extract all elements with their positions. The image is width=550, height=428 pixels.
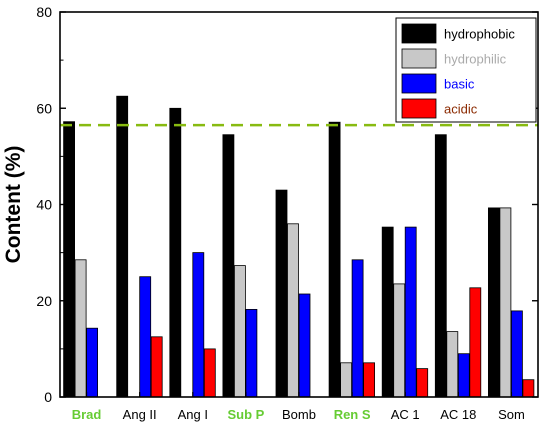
- bar-hydrophobic-ren-s: [328, 121, 341, 398]
- x-tick-label: Bomb: [282, 407, 316, 422]
- bar-acidic-ac-18: [469, 287, 482, 398]
- bar-basic-ac-1: [404, 226, 417, 398]
- bar-hydrophobic-ac-1: [381, 226, 394, 398]
- bar-hydrophilic-ac-18: [446, 331, 459, 398]
- bar-hydrophilic-sub-p: [233, 265, 246, 398]
- legend-label-basic: basic: [444, 77, 475, 92]
- x-tick-label: Ang I: [178, 407, 208, 422]
- legend-swatch-hydrophobic: [401, 23, 437, 44]
- y-tick-label: 60: [36, 100, 52, 116]
- bar-basic-sub-p: [245, 308, 258, 398]
- legend-swatch-hydrophilic: [401, 48, 437, 69]
- bar-hydrophobic-brad: [63, 121, 75, 398]
- legend-label-hydrophilic: hydrophilic: [444, 52, 507, 67]
- bar-basic-ac-18: [457, 353, 470, 398]
- bar-hydrophilic-ac-1: [393, 283, 406, 398]
- x-tick-label: Sub P: [227, 407, 264, 422]
- y-axis: 0 20 40 60 80: [36, 4, 538, 405]
- legend: hydrophobic hydrophilic basic acidic: [395, 17, 537, 123]
- bar-basic-ang-i: [192, 252, 205, 398]
- y-tick-label: 20: [36, 293, 52, 309]
- y-tick-label: 0: [44, 389, 52, 405]
- bar-acidic-ac-1: [416, 368, 429, 398]
- bar-hydrophobic-sub-p: [222, 134, 235, 398]
- y-tick-label: 80: [36, 4, 52, 20]
- bar-hydrophilic-bomb: [287, 223, 299, 398]
- bar-hydrophilic-ren-s: [340, 362, 353, 398]
- bar-basic-som: [510, 310, 523, 398]
- x-tick-label: AC 1: [391, 407, 420, 422]
- bars-group: [63, 95, 535, 398]
- bar-basic-ren-s: [351, 259, 364, 398]
- x-tick-label: AC 18: [440, 407, 476, 422]
- bar-hydrophobic-som: [487, 207, 500, 398]
- bar-hydrophobic-ac-18: [434, 134, 447, 398]
- bar-basic-brad: [86, 327, 98, 398]
- x-tick-label: Ang II: [123, 407, 157, 422]
- bar-hydrophobic-ang-i: [169, 107, 182, 398]
- x-tick-label: Ren S: [334, 407, 371, 422]
- legend-swatch-acidic: [401, 98, 437, 119]
- bar-hydrophobic-bomb: [275, 189, 288, 398]
- bar-acidic-ang-ii: [150, 336, 163, 398]
- x-axis: Brad Ang II Ang I Sub P Bomb Ren S AC 1 AC 18 So…: [72, 392, 525, 422]
- bar-hydrophilic-brad: [74, 259, 87, 398]
- bar-acidic-ang-i: [203, 348, 216, 398]
- bar-acidic-ren-s: [363, 362, 376, 398]
- bar-basic-bomb: [298, 293, 311, 398]
- bar-hydrophilic-som: [499, 207, 512, 398]
- legend-swatch-basic: [401, 73, 437, 94]
- x-tick-label: Brad: [72, 407, 102, 422]
- legend-label-hydrophobic: hydrophobic: [444, 27, 515, 42]
- y-tick-label: 40: [36, 197, 52, 213]
- x-tick-label: Som: [498, 407, 525, 422]
- bar-hydrophobic-ang-ii: [116, 95, 129, 398]
- bar-basic-ang-ii: [139, 276, 152, 398]
- y-axis-title: Content (%): [2, 146, 25, 264]
- bar-acidic-som: [522, 379, 535, 398]
- legend-label-acidic: acidic: [444, 102, 478, 117]
